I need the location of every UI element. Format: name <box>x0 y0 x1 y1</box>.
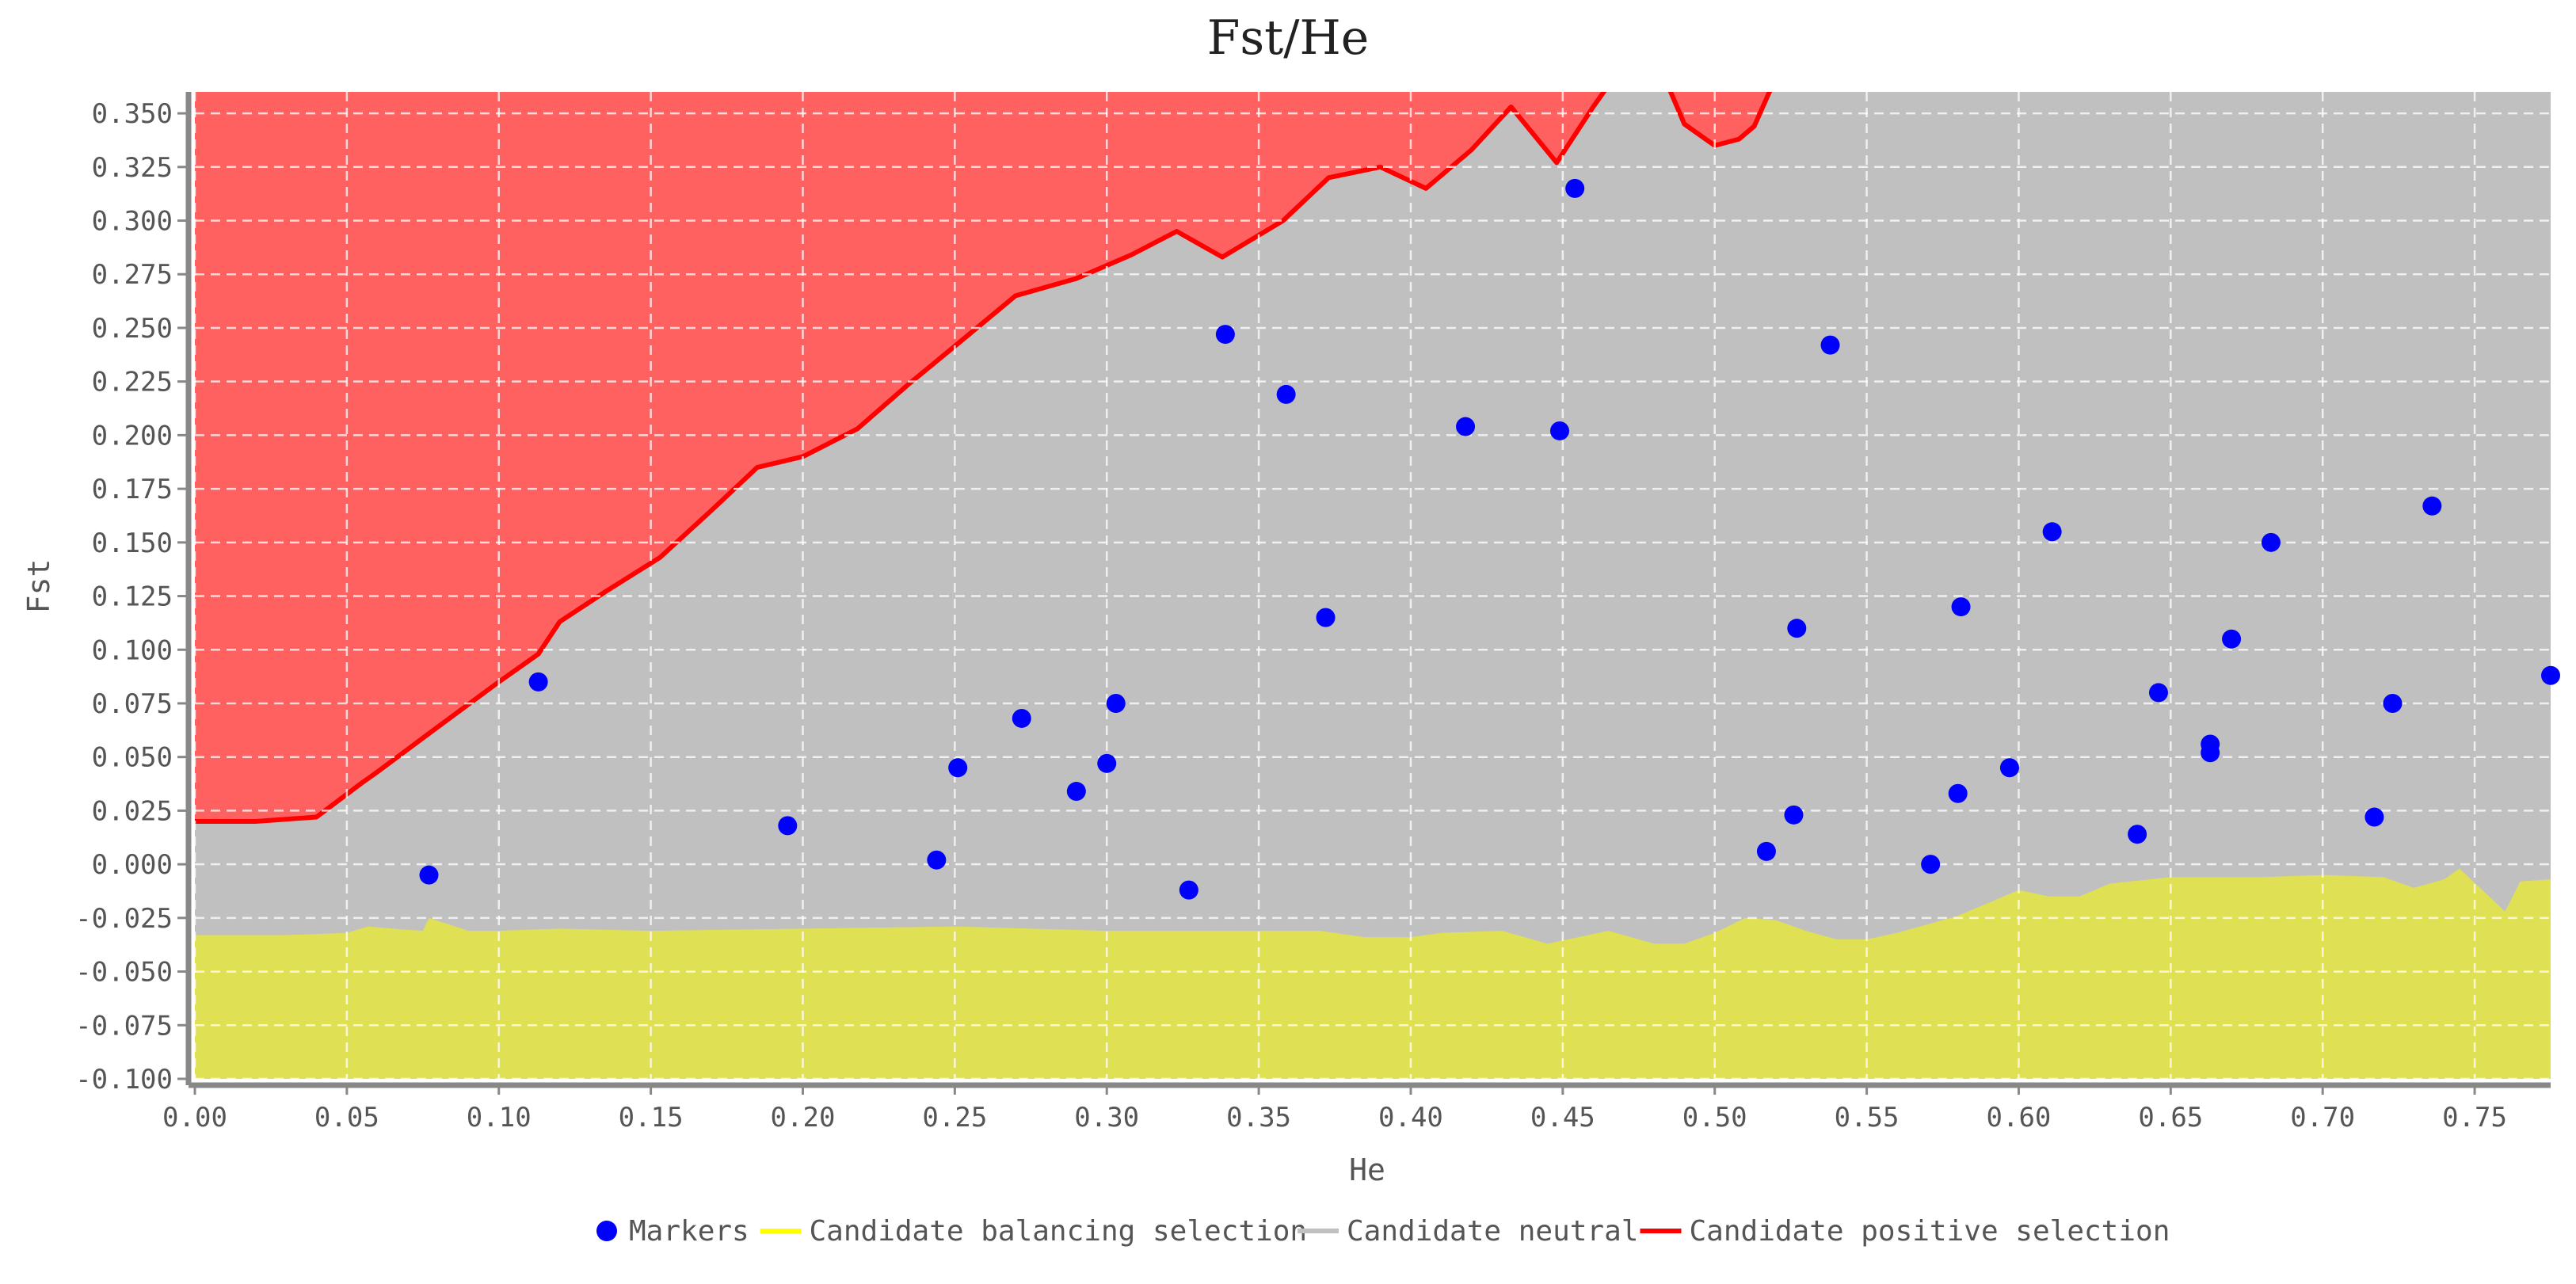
marker-point <box>2201 743 2220 763</box>
x-tick-label: 0.65 <box>2138 1102 2203 1134</box>
marker-point <box>1787 619 1807 638</box>
legend-item: Candidate balancing selection <box>760 1215 1308 1248</box>
y-tick-label: 0.050 <box>92 742 173 774</box>
legend-label: Candidate balancing selection <box>810 1215 1308 1248</box>
x-tick-label: 0.45 <box>1530 1102 1595 1134</box>
marker-point <box>2365 807 2384 827</box>
marker-point <box>1106 693 1126 713</box>
marker-point <box>1921 855 1941 874</box>
grid-lines <box>195 92 2551 1079</box>
x-tick-label: 0.70 <box>2290 1102 2355 1134</box>
marker-point <box>2222 629 2242 649</box>
x-tick-label: 0.20 <box>771 1102 836 1134</box>
y-tick-label: 0.275 <box>92 259 173 291</box>
marker-point <box>528 672 548 692</box>
legend-item: Markers <box>596 1215 749 1248</box>
marker-point <box>2422 496 2442 516</box>
x-tick-label: 0.35 <box>1226 1102 1291 1134</box>
y-tick-label: 0.150 <box>92 528 173 559</box>
marker-point <box>1999 758 2019 778</box>
y-tick-label: 0.200 <box>92 420 173 451</box>
axes: 0.00 0.05 0.10 0.15 0.20 0.25 0.30 0.35 0.40 0.45… <box>75 92 2551 1134</box>
y-tick-label: 0.350 <box>92 98 173 130</box>
marker-point <box>419 865 439 885</box>
y-tick-label: 0.075 <box>92 688 173 720</box>
y-tick-label: 0.175 <box>92 474 173 505</box>
marker-point <box>2261 532 2281 552</box>
y-tick-label: -0.100 <box>75 1064 173 1095</box>
marker-point <box>1550 421 1570 440</box>
marker-point <box>1951 597 1971 617</box>
y-tick-label: 0.300 <box>92 206 173 238</box>
y-tick-label: 0.000 <box>92 849 173 881</box>
marker-point <box>1215 325 1235 345</box>
marker-point <box>1066 782 1086 802</box>
y-axis-label: Fst <box>21 559 56 614</box>
legend-label: Markers <box>629 1215 749 1248</box>
y-tick-label: 0.125 <box>92 581 173 613</box>
marker-point <box>1276 384 1296 404</box>
marker-point <box>1756 841 1776 861</box>
marker-point <box>1948 783 1968 803</box>
x-tick-label: 0.25 <box>922 1102 987 1134</box>
marker-point <box>1097 753 1117 773</box>
chart-title: Fst/He <box>1207 10 1370 66</box>
legend-label: Candidate positive selection <box>1690 1215 2170 1248</box>
markers <box>419 178 2560 900</box>
y-tick-label: -0.050 <box>75 957 173 989</box>
y-tick-label: -0.075 <box>75 1010 173 1042</box>
x-axis-label: He <box>1349 1153 1385 1187</box>
x-tick-label: 0.00 <box>162 1102 227 1134</box>
marker-point <box>1456 417 1476 436</box>
marker-point <box>2128 825 2147 844</box>
plot-area <box>195 92 2560 1079</box>
x-tick-label: 0.15 <box>619 1102 684 1134</box>
marker-point <box>948 758 968 778</box>
marker-point <box>778 816 798 836</box>
y-tick-label: -0.025 <box>75 903 173 935</box>
positive-selection-line-2 <box>1667 92 1773 148</box>
plot-regions <box>195 92 2551 1079</box>
marker-point <box>1179 880 1198 900</box>
y-tick-label: 0.250 <box>92 313 173 345</box>
x-tick-label: 0.60 <box>1987 1102 2052 1134</box>
x-tick-label: 0.50 <box>1682 1102 1747 1134</box>
legend: Markers Candidate balancing selection Cand… <box>596 1215 2170 1248</box>
marker-point <box>2042 522 2062 542</box>
marker-point <box>2383 693 2403 713</box>
marker-point <box>1316 608 1336 627</box>
marker-point <box>1565 178 1585 198</box>
positive-selection-line <box>195 92 1607 824</box>
marker-point <box>1820 335 1840 355</box>
y-tick-label: 0.325 <box>92 152 173 184</box>
y-tick-label: 0.100 <box>92 634 173 666</box>
x-tick-label: 0.30 <box>1074 1102 1139 1134</box>
legend-item: Candidate neutral <box>1298 1215 1638 1248</box>
marker-point <box>927 850 947 870</box>
x-tick-label: 0.40 <box>1378 1102 1443 1134</box>
legend-item: Candidate positive selection <box>1640 1215 2170 1248</box>
balancing-selection-region <box>195 868 2551 1079</box>
y-tick-label: 0.025 <box>92 795 173 827</box>
marker-point <box>1784 805 1804 825</box>
legend-dot-icon <box>596 1221 617 1241</box>
marker-point <box>1012 708 1031 728</box>
x-tick-label: 0.05 <box>314 1102 379 1134</box>
x-tick-label: 0.55 <box>1835 1102 1900 1134</box>
legend-label: Candidate neutral <box>1347 1215 1638 1248</box>
x-tick-label: 0.75 <box>2442 1102 2507 1134</box>
marker-point <box>2148 683 2168 703</box>
y-tick-label: 0.225 <box>92 367 173 398</box>
x-tick-label: 0.10 <box>467 1102 532 1134</box>
marker-point <box>2541 665 2560 685</box>
